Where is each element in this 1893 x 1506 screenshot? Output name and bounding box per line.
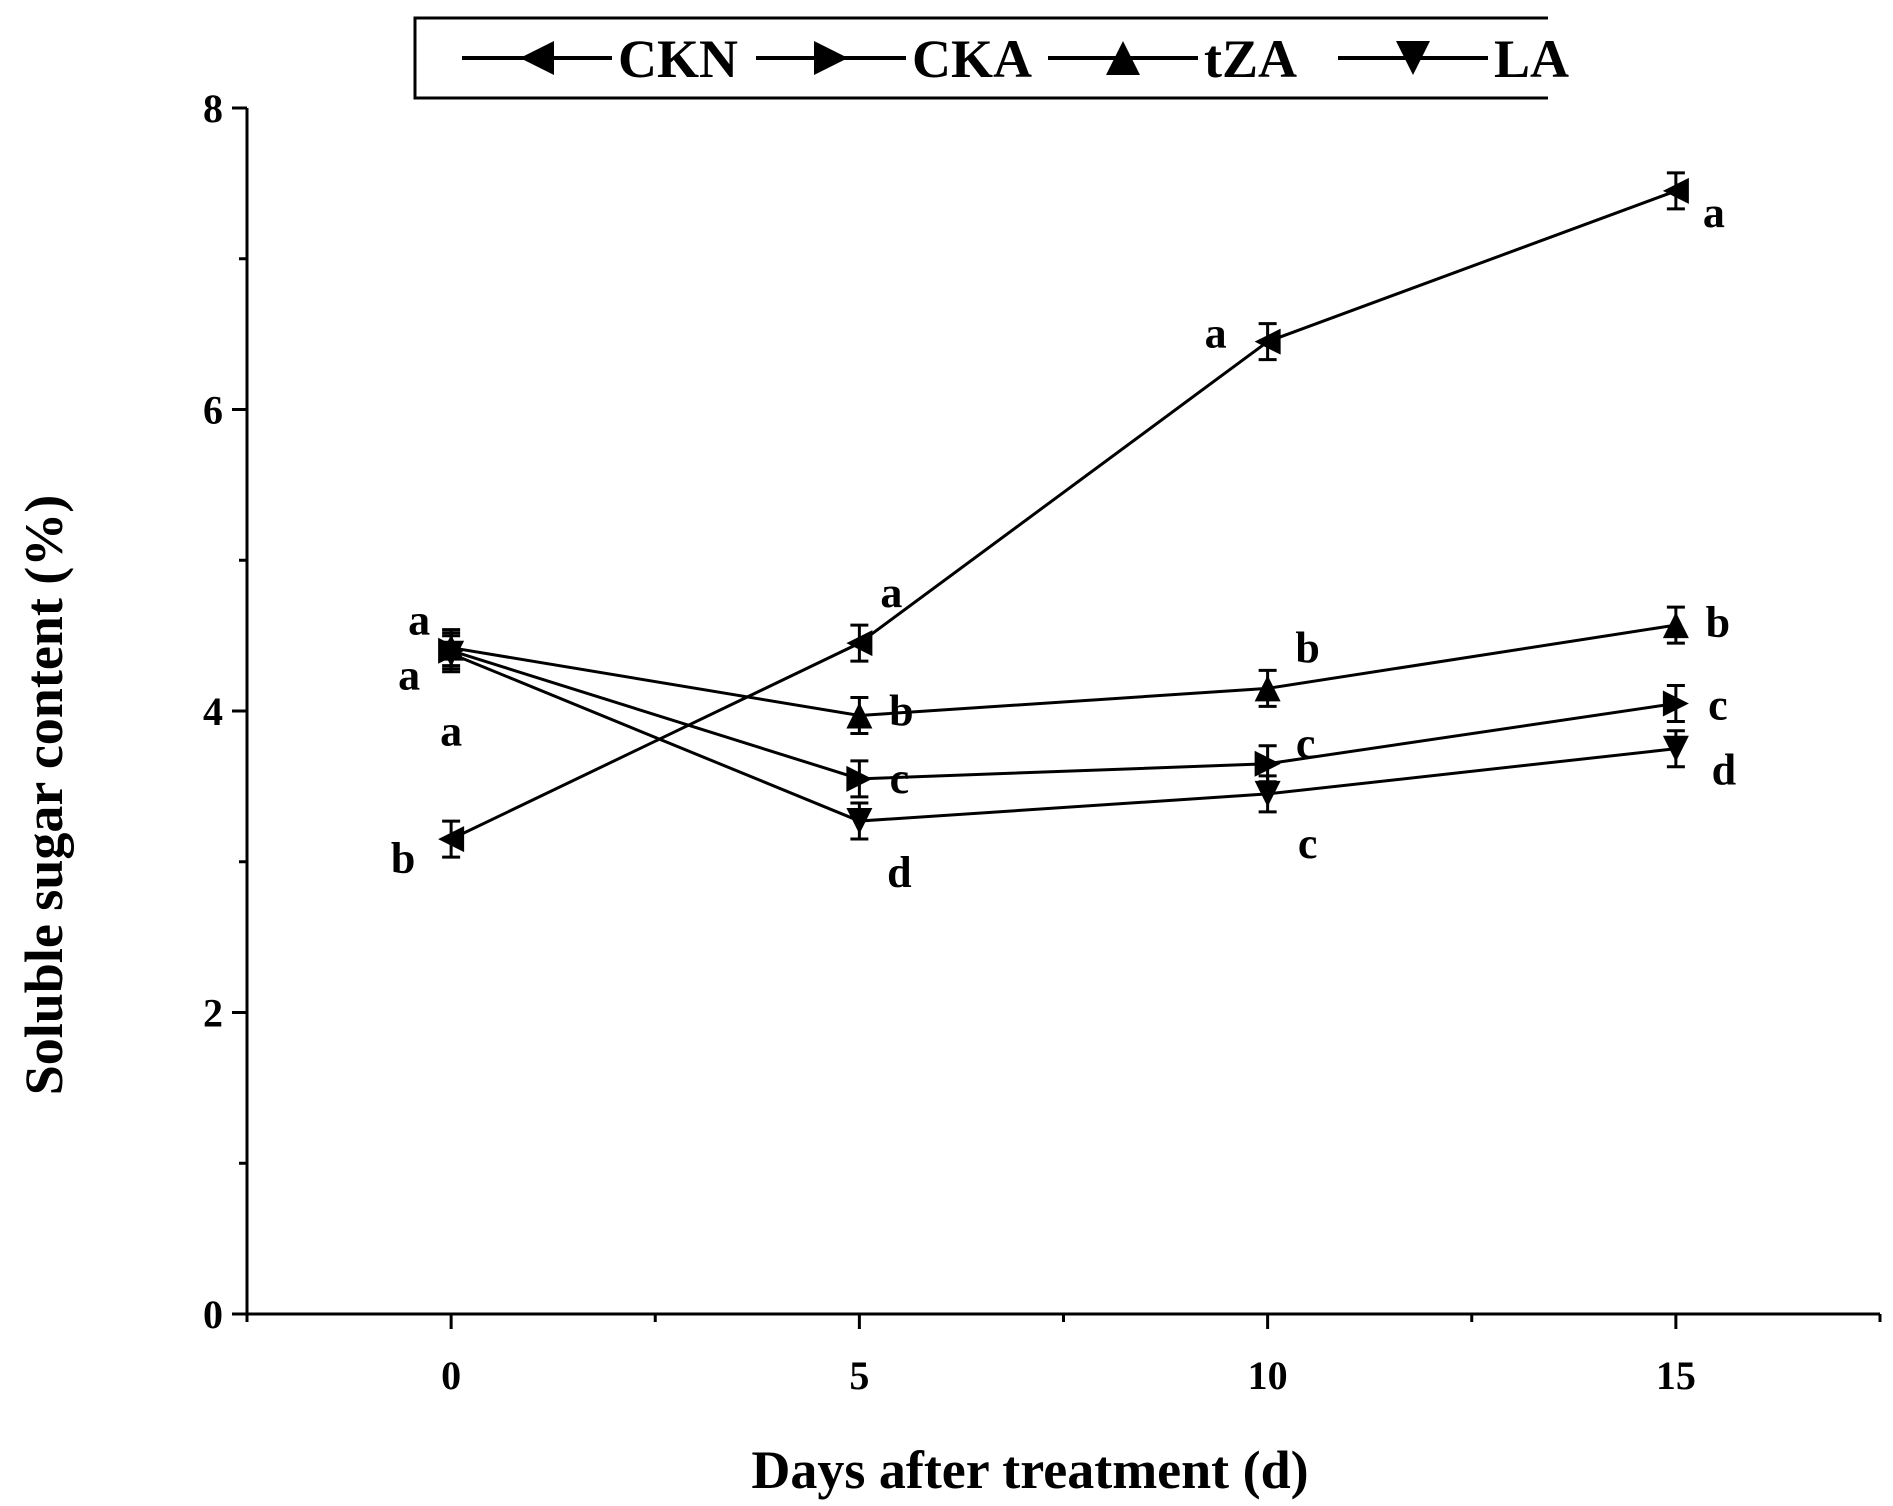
data-point <box>846 808 873 835</box>
data-point <box>1254 780 1281 807</box>
y-tick-label: 4 <box>203 689 223 734</box>
significance-label: b <box>391 834 415 883</box>
data-point <box>1254 675 1281 702</box>
data-point <box>846 765 873 792</box>
data-point <box>1662 735 1689 762</box>
legend-label: CKA <box>912 29 1032 89</box>
significance-label: c <box>1298 819 1318 868</box>
data-point <box>1662 612 1689 639</box>
significance-label: d <box>1712 746 1736 795</box>
data-point <box>438 826 465 853</box>
series-line <box>450 652 1677 823</box>
y-tick-label: 0 <box>203 1292 223 1337</box>
significance-label: c <box>890 754 910 803</box>
series-tZA: a b b b <box>398 598 1730 735</box>
y-tick-label: 2 <box>203 991 223 1036</box>
data-point <box>1662 690 1689 717</box>
significance-label: a <box>1205 309 1227 358</box>
legend-item-CKA: CKA <box>756 29 1032 89</box>
x-tick-label: 5 <box>849 1353 869 1398</box>
series-line <box>450 623 1677 718</box>
data-point <box>1254 328 1281 355</box>
data-point <box>846 702 873 729</box>
series-line <box>450 189 1677 841</box>
significance-label: b <box>889 687 913 736</box>
x-tick-label: 15 <box>1656 1353 1696 1398</box>
series-CKA: a c c c <box>408 596 1728 803</box>
legend-marker <box>1396 41 1430 75</box>
legend: CKN CKA tZA LA <box>413 16 1569 100</box>
legend-label: tZA <box>1204 29 1297 89</box>
data-point <box>1662 177 1689 204</box>
legend-marker <box>814 41 848 75</box>
x-tick-label: 0 <box>441 1353 461 1398</box>
legend-label: LA <box>1494 29 1569 89</box>
y-tick-label: 6 <box>203 388 223 433</box>
legend-frame <box>413 16 1548 100</box>
y-axis-title: Soluble sugar content (%) <box>14 495 74 1096</box>
significance-label: b <box>1295 623 1319 672</box>
y-tick-label: 8 <box>203 86 223 131</box>
significance-label: c <box>1296 719 1316 768</box>
significance-label: d <box>887 848 911 897</box>
x-axis-title: Days after treatment (d) <box>751 1440 1308 1500</box>
significance-label: a <box>398 651 420 700</box>
data-point <box>846 630 873 657</box>
significance-label: b <box>1706 598 1730 647</box>
axes: 0 2 4 6 8 0 5 10 15 <box>203 86 1882 1398</box>
legend-marker <box>520 41 554 75</box>
legend-item-LA: LA <box>1338 29 1569 89</box>
data-point <box>438 640 465 667</box>
significance-label: a <box>880 568 902 617</box>
legend-item-tZA: tZA <box>1048 29 1297 89</box>
x-tick-label: 10 <box>1248 1353 1288 1398</box>
legend-marker <box>1106 41 1140 75</box>
legend-item-CKN: CKN <box>462 29 738 89</box>
significance-label: a <box>1703 188 1725 237</box>
legend-label: CKN <box>618 29 738 89</box>
series-line <box>450 649 1677 781</box>
significance-label: a <box>440 707 462 756</box>
significance-label: a <box>408 596 430 645</box>
significance-label: c <box>1708 680 1728 729</box>
data-point <box>1254 750 1281 777</box>
